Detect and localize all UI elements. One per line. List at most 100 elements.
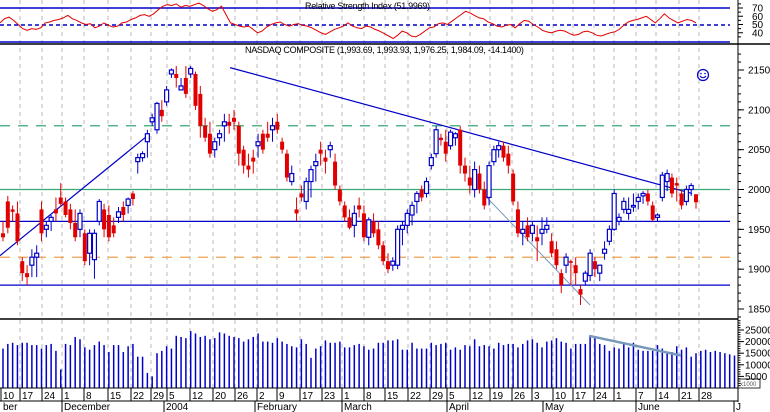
candle-up [616,216,622,222]
candle-up [587,252,593,277]
candle-up [626,208,632,215]
date-tick-label: 24 [596,391,608,402]
candle-down [73,222,78,238]
date-tick-label: 15 [387,391,399,402]
candle-up [630,204,637,208]
candle-down [106,214,111,238]
candle-up [635,196,641,203]
candle-down [467,177,472,186]
date-tick-label: 5 [449,391,455,402]
candle-down [645,193,650,202]
rsi-axis-label: 40 [752,28,764,39]
candle-down [458,129,463,166]
price-panel [0,66,730,306]
candle-down [241,149,246,166]
candle-down [284,153,289,178]
date-tick-label: 17 [575,391,587,402]
candle-up [34,252,40,258]
candle-down [669,177,674,194]
candle-down [501,145,506,158]
candle-up [472,168,478,191]
candle-down [251,157,256,162]
trend-line [482,193,591,306]
rsi-title: Relative Strength Index (51.9969) [305,1,430,11]
candle-up [563,256,569,266]
candle-up [144,133,150,143]
candle-down [438,137,443,141]
candle-down [53,209,58,214]
candle-up [664,172,670,183]
month-label: March [344,402,372,412]
volume-axis-label: 15000 [745,349,770,360]
date-tick-label: 29 [432,391,444,402]
candle-down [260,133,265,150]
candle-down [337,189,342,202]
candle-down [207,133,212,154]
candle-up [683,188,689,203]
candle-up [139,153,146,159]
month-label: 2004 [166,402,189,412]
candle-up [491,149,497,163]
price-title: NASDAQ COMPOSITE (1,993.69, 1,993.93, 1,… [245,45,524,55]
candle-down [15,213,20,242]
candle-up [164,89,170,103]
candle-up [125,198,131,207]
candle-up [135,157,141,163]
candle-up [168,69,175,75]
date-tick-label: 28 [701,391,713,402]
candle-up [399,224,406,230]
date-tick-label: 2 [259,391,265,402]
candle-up [366,219,372,238]
candle-up [654,214,661,218]
candle-down [58,197,63,204]
candle-down [1,233,5,238]
candle-up [447,131,454,147]
candle-down [333,161,338,186]
candle-up [255,141,261,147]
candle-up [423,180,430,195]
candle-down [443,141,448,154]
rsi-panel [0,2,770,45]
candle-down [39,209,44,234]
candle-up [688,184,694,191]
candle-down [650,205,655,220]
price-axis-label: 1950 [748,225,770,236]
date-tick-label: 7 [638,391,644,402]
candle-up [308,168,314,183]
candle-down [463,165,467,174]
date-tick-label: 22 [410,391,422,402]
date-tick-label: 8 [86,391,92,402]
date-tick-label: 12 [472,391,484,402]
candle-down [674,183,679,186]
date-tick-label: 26 [237,391,249,402]
date-tick-label: 24 [44,391,56,402]
smiley-mouth-icon [699,75,707,79]
trend-line [0,137,146,257]
smiley-eye-icon [700,72,702,75]
candle-up [640,192,646,197]
candle-down [318,149,323,154]
date-tick-label: 3 [534,391,540,402]
date-tick-label: 14 [658,391,670,402]
candle-down [482,189,487,206]
candle-up [496,145,502,151]
candle-down [323,157,328,162]
candle-up [269,125,276,131]
candle-down [477,173,482,190]
month-label: J [736,402,741,412]
candle-down [20,261,25,274]
candle-down [361,213,366,238]
volume-unit-label: x1000 [740,382,757,388]
candle-up [428,157,434,167]
candle-down [347,217,352,228]
candle-down [68,209,73,223]
candle-down [111,225,116,234]
candle-up [621,200,627,211]
price-axis-label: 2100 [748,105,770,116]
candle-down [183,77,188,94]
candle-down [5,201,10,228]
candle-down [159,109,164,117]
candle-up [539,228,545,234]
month-label: June [638,402,660,412]
